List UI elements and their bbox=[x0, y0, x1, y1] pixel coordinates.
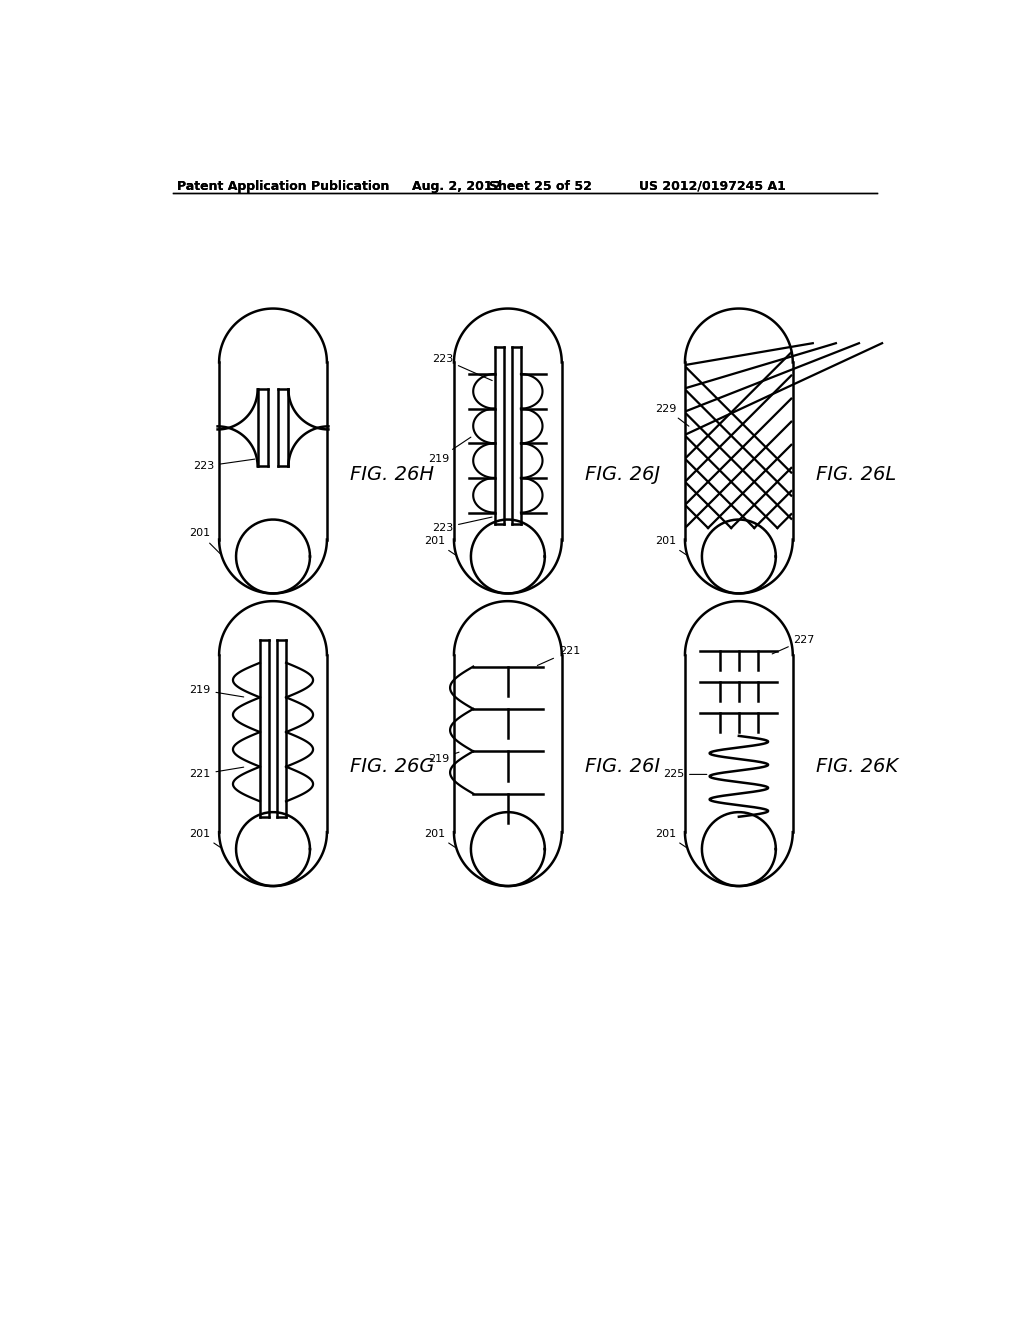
Text: 223: 223 bbox=[194, 459, 255, 471]
Text: Sheet 25 of 52: Sheet 25 of 52 bbox=[488, 180, 592, 193]
Text: FIG. 26L: FIG. 26L bbox=[816, 465, 896, 483]
Text: Aug. 2, 2012: Aug. 2, 2012 bbox=[412, 180, 501, 193]
Text: Patent Application Publication: Patent Application Publication bbox=[177, 180, 389, 193]
Text: US 2012/0197245 A1: US 2012/0197245 A1 bbox=[639, 180, 785, 193]
Text: 225: 225 bbox=[663, 770, 707, 779]
Text: Aug. 2, 2012: Aug. 2, 2012 bbox=[412, 180, 501, 193]
Text: 201: 201 bbox=[655, 536, 686, 554]
Text: Patent Application Publication: Patent Application Publication bbox=[177, 180, 389, 193]
Text: 229: 229 bbox=[655, 404, 689, 426]
Text: 201: 201 bbox=[424, 829, 456, 847]
Text: 227: 227 bbox=[772, 635, 815, 653]
Text: FIG. 26G: FIG. 26G bbox=[350, 758, 434, 776]
Text: Sheet 25 of 52: Sheet 25 of 52 bbox=[488, 180, 592, 193]
Text: 201: 201 bbox=[189, 528, 221, 554]
Text: FIG. 26J: FIG. 26J bbox=[585, 465, 660, 483]
Text: FIG. 26K: FIG. 26K bbox=[816, 758, 898, 776]
Text: 223: 223 bbox=[432, 517, 493, 533]
Text: 201: 201 bbox=[655, 829, 686, 847]
Text: 219: 219 bbox=[428, 752, 459, 764]
Text: 201: 201 bbox=[424, 536, 456, 554]
Text: 219: 219 bbox=[189, 685, 244, 697]
Text: US 2012/0197245 A1: US 2012/0197245 A1 bbox=[639, 180, 785, 193]
Text: 219: 219 bbox=[428, 437, 471, 463]
Text: FIG. 26I: FIG. 26I bbox=[585, 758, 660, 776]
Text: 221: 221 bbox=[538, 647, 580, 665]
Text: 223: 223 bbox=[432, 354, 493, 380]
Text: 221: 221 bbox=[189, 767, 244, 779]
Text: FIG. 26H: FIG. 26H bbox=[350, 465, 434, 483]
Text: 201: 201 bbox=[189, 829, 220, 847]
